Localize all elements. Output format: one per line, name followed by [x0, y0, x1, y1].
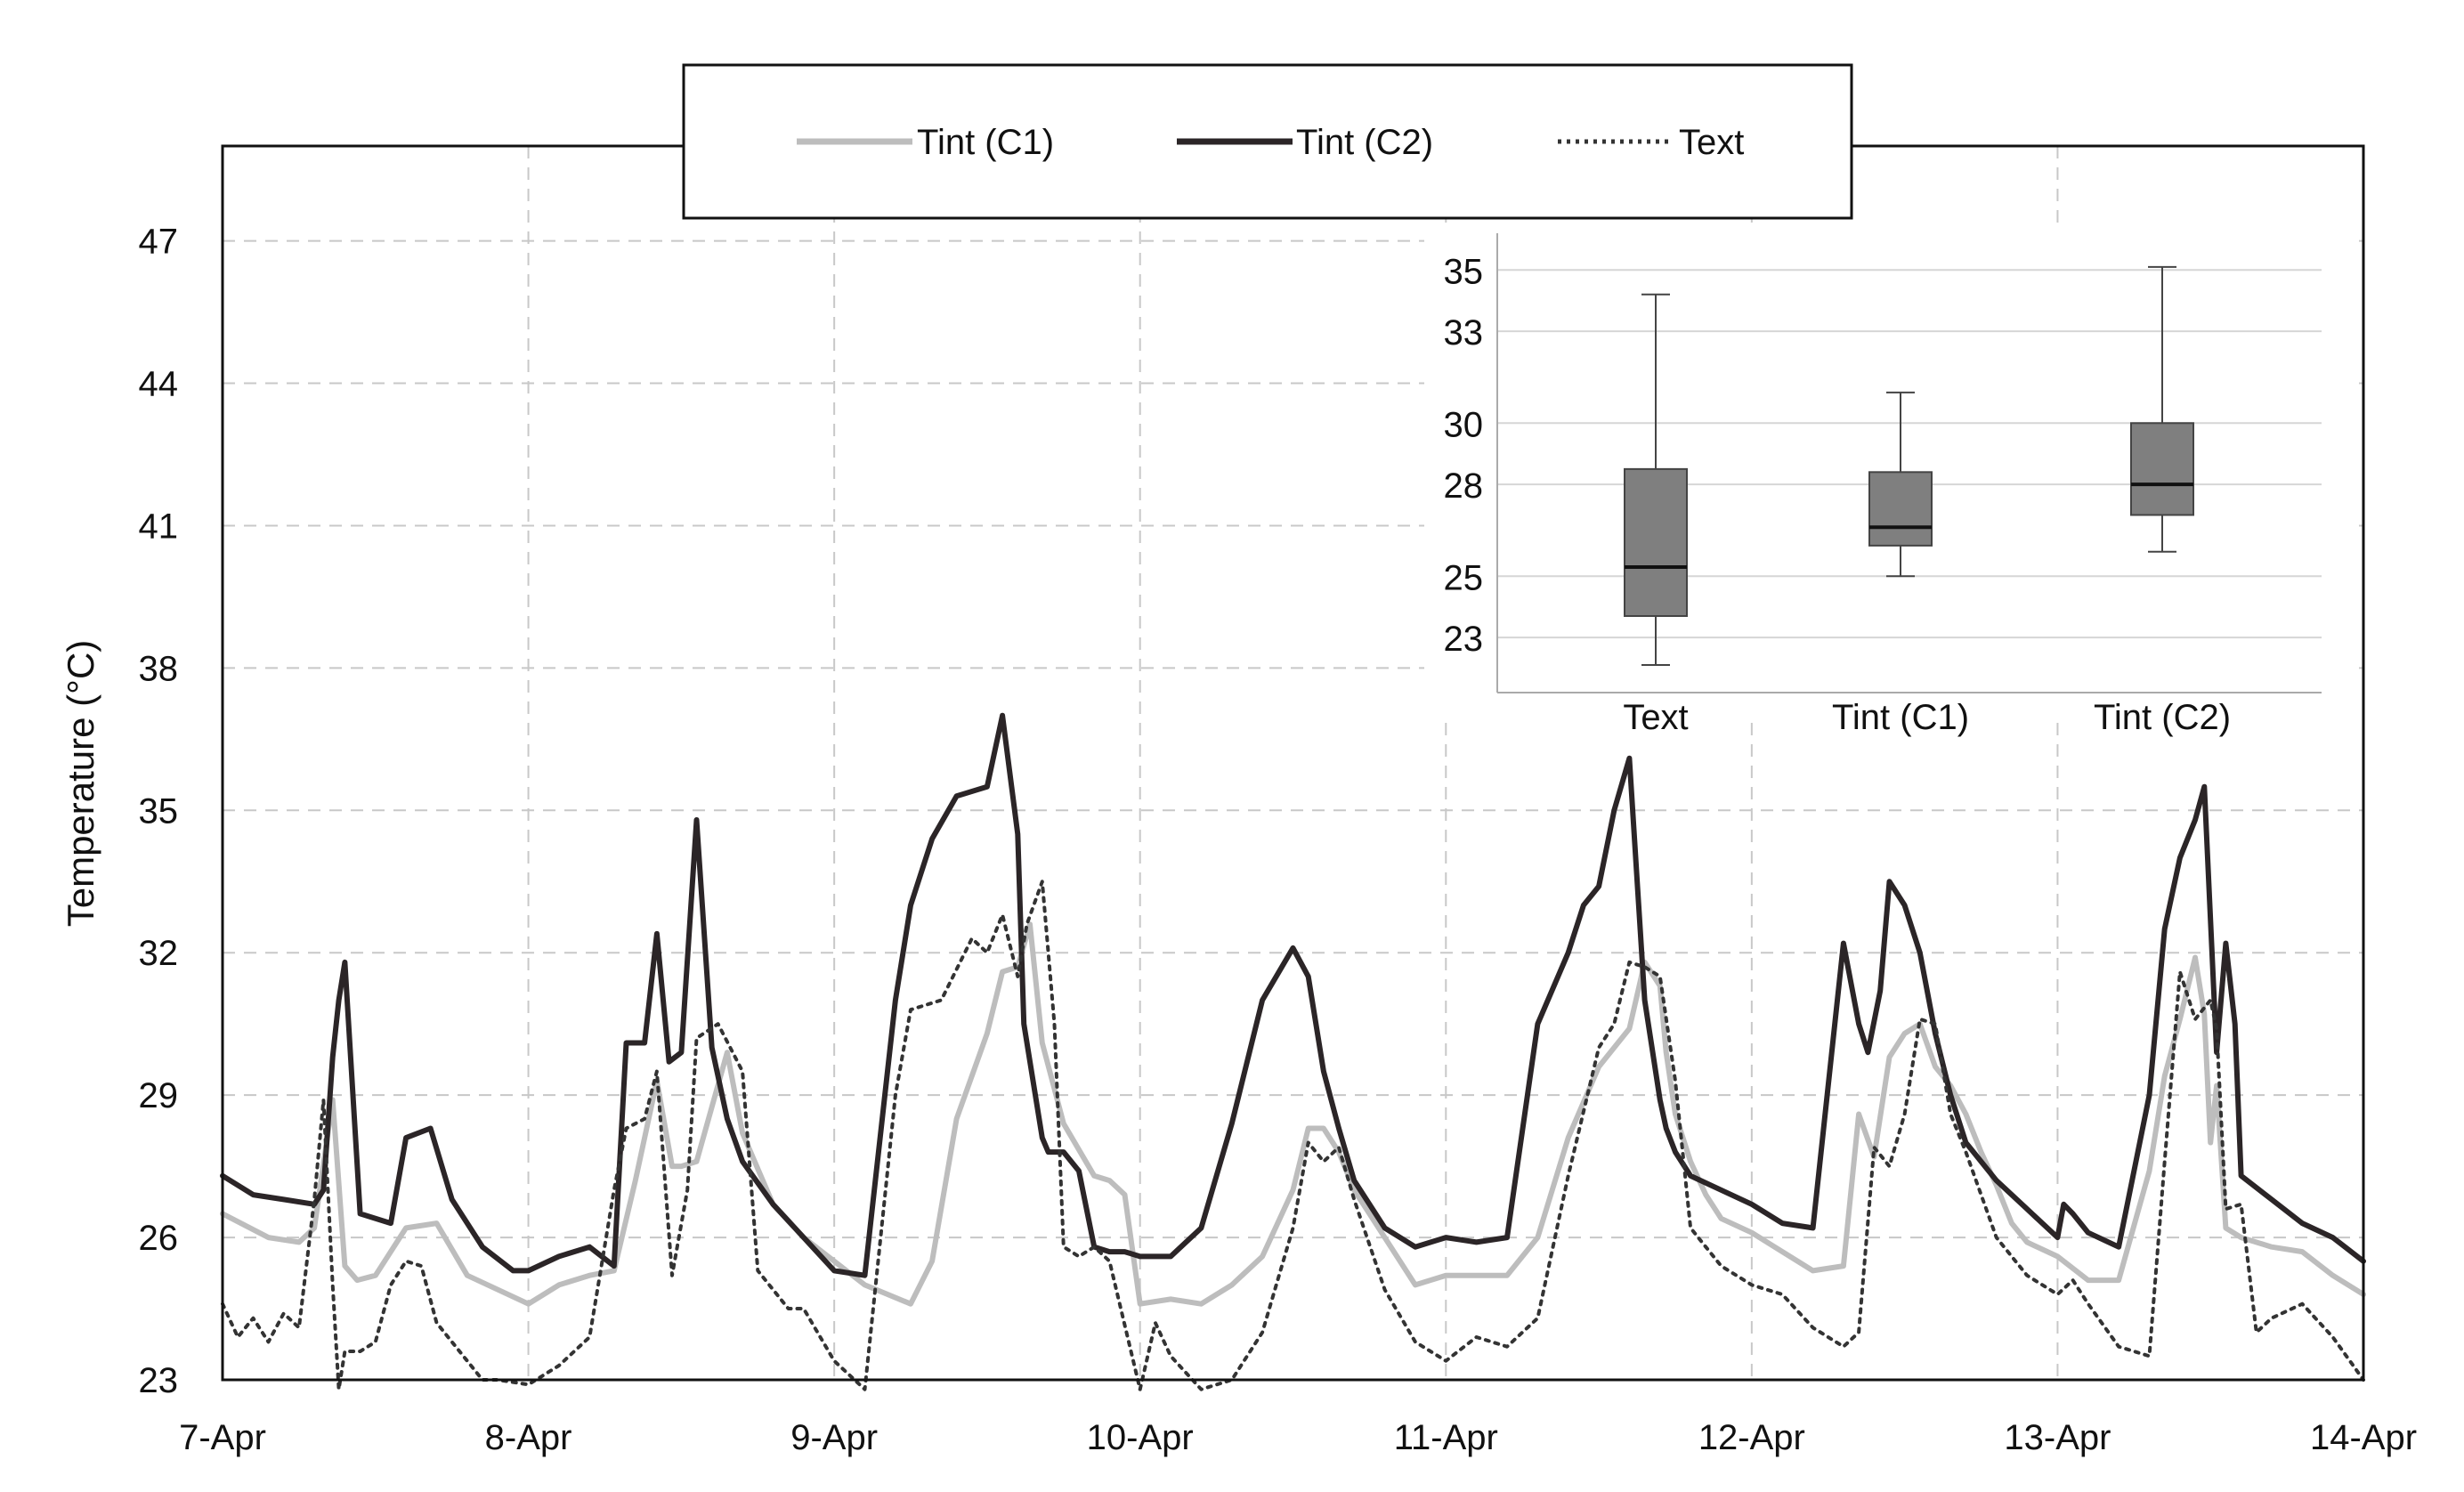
inset-y-tick-label: 33 — [1444, 313, 1484, 353]
box-tint-c2 — [2130, 265, 2194, 553]
inset-y-ticks: 23 25 28 30 33 35 — [1444, 252, 1484, 659]
inset-x-tick-label: Text — [1623, 698, 1688, 737]
legend: Tint (C1) Tint (C2) Text — [682, 63, 1853, 220]
legend-item-tint-c1: Tint (C1) — [797, 123, 1054, 162]
x-tick-label: 9-Apr — [790, 1418, 878, 1457]
box-iqr — [2130, 422, 2194, 516]
x-tick-label: 8-Apr — [485, 1418, 572, 1457]
inset-y-tick-label: 30 — [1444, 405, 1484, 444]
legend-item-text: Text — [1558, 123, 1744, 162]
y-tick-label: 41 — [139, 507, 179, 546]
y-tick-label: 26 — [139, 1219, 179, 1258]
series-line-text — [221, 880, 2365, 1391]
inset-boxes — [1624, 265, 2194, 667]
y-tick-label: 35 — [139, 791, 179, 831]
series-line-tint-c1 — [220, 921, 2366, 1307]
legend-item-tint-c2: Tint (C2) — [1177, 123, 1433, 162]
inset-boxplot: 23 25 28 30 33 35 Text Tint (C1) Tint (C2) — [1424, 223, 2359, 737]
x-tick-label: 12-Apr — [1698, 1418, 1805, 1457]
box-iqr — [1868, 471, 1933, 547]
y-tick-label: 44 — [139, 365, 179, 404]
y-tick-label: 23 — [139, 1361, 179, 1400]
legend-label-tint-c1: Tint (C1) — [917, 123, 1054, 162]
inset-x-tick-label: Tint (C2) — [2094, 698, 2231, 737]
x-tick-label: 10-Apr — [1087, 1418, 1194, 1457]
inset-y-tick-label: 28 — [1444, 466, 1484, 506]
box-iqr — [1624, 467, 1688, 617]
main-y-ticks: 23 26 29 32 35 38 41 44 47 — [139, 223, 179, 1400]
main-series — [220, 712, 2366, 1391]
x-tick-label: 11-Apr — [1394, 1418, 1498, 1457]
y-tick-label: 38 — [139, 649, 179, 688]
inset-x-tick-label: Tint (C1) — [1832, 698, 1969, 737]
y-tick-label: 47 — [139, 223, 179, 262]
y-tick-label: 29 — [139, 1076, 179, 1115]
x-tick-label: 14-Apr — [2310, 1418, 2417, 1457]
y-axis-label: Temperature (°C) — [60, 640, 101, 928]
legend-label-text: Text — [1679, 123, 1744, 162]
legend-label-tint-c2: Tint (C2) — [1296, 123, 1433, 162]
x-tick-label: 13-Apr — [2004, 1418, 2111, 1457]
main-x-ticks: 7-Apr 8-Apr 9-Apr 10-Apr 11-Apr 12-Apr 13-Apr 1… — [179, 1418, 2417, 1457]
inset-y-tick-label: 25 — [1444, 558, 1484, 597]
box-text — [1624, 293, 1688, 667]
inset-y-tick-label: 35 — [1444, 252, 1484, 291]
y-tick-label: 32 — [139, 934, 179, 973]
box-tint-c1 — [1868, 391, 1933, 578]
x-tick-label: 7-Apr — [179, 1418, 266, 1457]
inset-y-tick-label: 23 — [1444, 620, 1484, 659]
series-line-tint-c2 — [220, 712, 2366, 1278]
inset-x-ticks: Text Tint (C1) Tint (C2) — [1623, 698, 2231, 737]
